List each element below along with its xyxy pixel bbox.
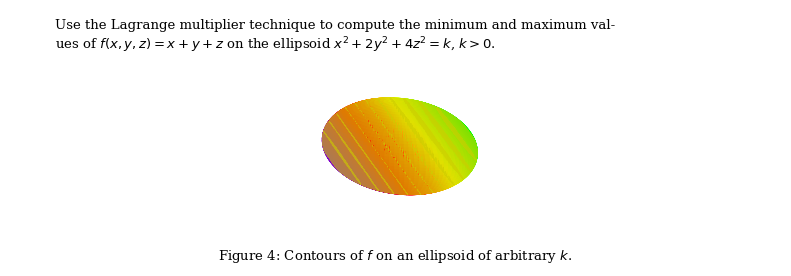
- Text: Use the Lagrange multiplier technique to compute the minimum and maximum val-
ue: Use the Lagrange multiplier technique to…: [55, 19, 615, 55]
- Text: Figure 4: Contours of $f$ on an ellipsoid of arbitrary $k$.: Figure 4: Contours of $f$ on an ellipsoi…: [218, 248, 573, 265]
